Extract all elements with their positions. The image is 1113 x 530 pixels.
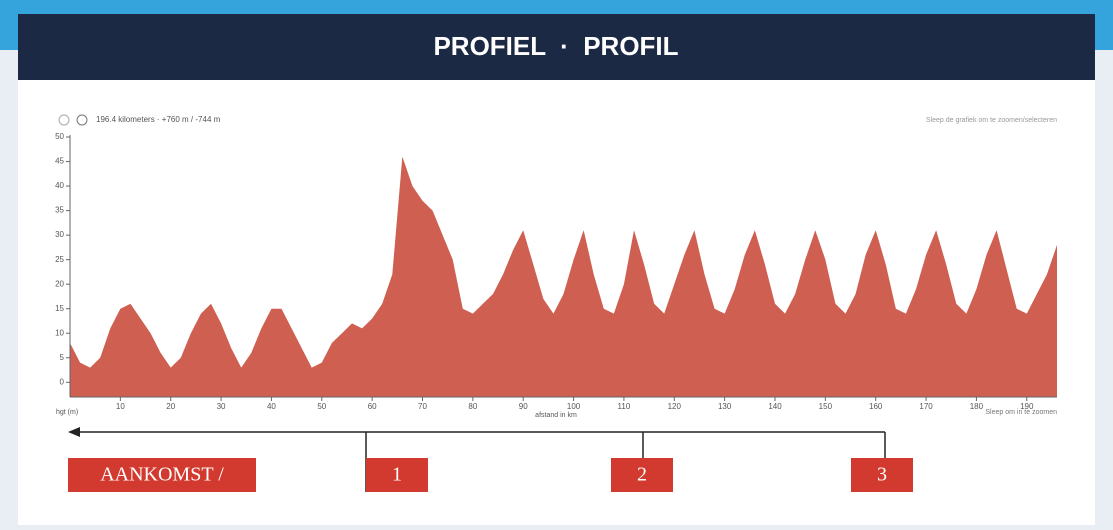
x-tick-label: 10: [116, 402, 125, 411]
marker-label: 2: [637, 464, 647, 486]
x-tick-label: 40: [267, 402, 276, 411]
y-tick-label: 30: [55, 230, 64, 239]
marker-label: 1: [392, 464, 402, 486]
header-title: PROFIEL · PROFIL: [433, 31, 678, 61]
marker-box: [611, 458, 673, 492]
x-tick-label: 80: [468, 402, 477, 411]
x-tick-label: 160: [869, 402, 883, 411]
x-tick-label: 70: [418, 402, 427, 411]
y-tick-label: 10: [55, 328, 64, 337]
header-bar: [18, 14, 1095, 80]
marker-label: 3: [877, 464, 887, 486]
y-tick-label: 50: [55, 132, 64, 141]
y-tick-label: 0: [60, 377, 65, 386]
arrow-head: [68, 427, 80, 437]
x-tick-label: 190: [1020, 402, 1034, 411]
x-tick-label: 20: [166, 402, 175, 411]
x-tick-label: 130: [718, 402, 732, 411]
x-tick-label: 60: [368, 402, 377, 411]
y-tick-label: 20: [55, 279, 64, 288]
x-tick-label: 170: [919, 402, 933, 411]
note: Sleep de grafiek om te zoomen/selecteren: [926, 117, 1057, 124]
y-tick-label: 35: [55, 206, 64, 215]
zoom-in-icon[interactable]: [76, 114, 88, 126]
x-tick-label: 110: [618, 402, 631, 411]
y-tick-label: 25: [55, 255, 64, 264]
x-tick-label: 30: [217, 402, 226, 411]
zoom-hint: Sleep om in te zoomen: [985, 409, 1057, 416]
x-tick-label: 50: [317, 402, 326, 411]
marker-box: [851, 458, 913, 492]
x-tick-label: 150: [819, 402, 833, 411]
marker-box: [366, 458, 428, 492]
y-tick-label: 5: [60, 353, 65, 362]
marker-box: [68, 458, 256, 492]
marker-label: AANKOMST /: [100, 464, 224, 486]
elevation-area: [70, 156, 1057, 397]
y-tick-label: 15: [55, 304, 64, 313]
zoom-out-icon[interactable]: [58, 114, 70, 126]
x-tick-label: 100: [567, 402, 581, 411]
y-tick-label: 40: [55, 181, 64, 190]
subtitle: 196.4 kilometers · +760 m / -744 m: [96, 115, 221, 124]
y-tick-label: 45: [55, 157, 64, 166]
x-tick-label: 90: [519, 402, 528, 411]
x-tick-label: 120: [668, 402, 682, 411]
x-tick-label: 140: [768, 402, 782, 411]
x-tick-label: 180: [970, 402, 984, 411]
x-axis-label: afstand in km: [535, 412, 577, 419]
y-axis-label: hgt (m): [56, 409, 78, 416]
plot: 0 5 10 15 20 25 30 35 40 45 50 10 20 30 40 50 60 70 80 90 10…: [55, 132, 1057, 411]
